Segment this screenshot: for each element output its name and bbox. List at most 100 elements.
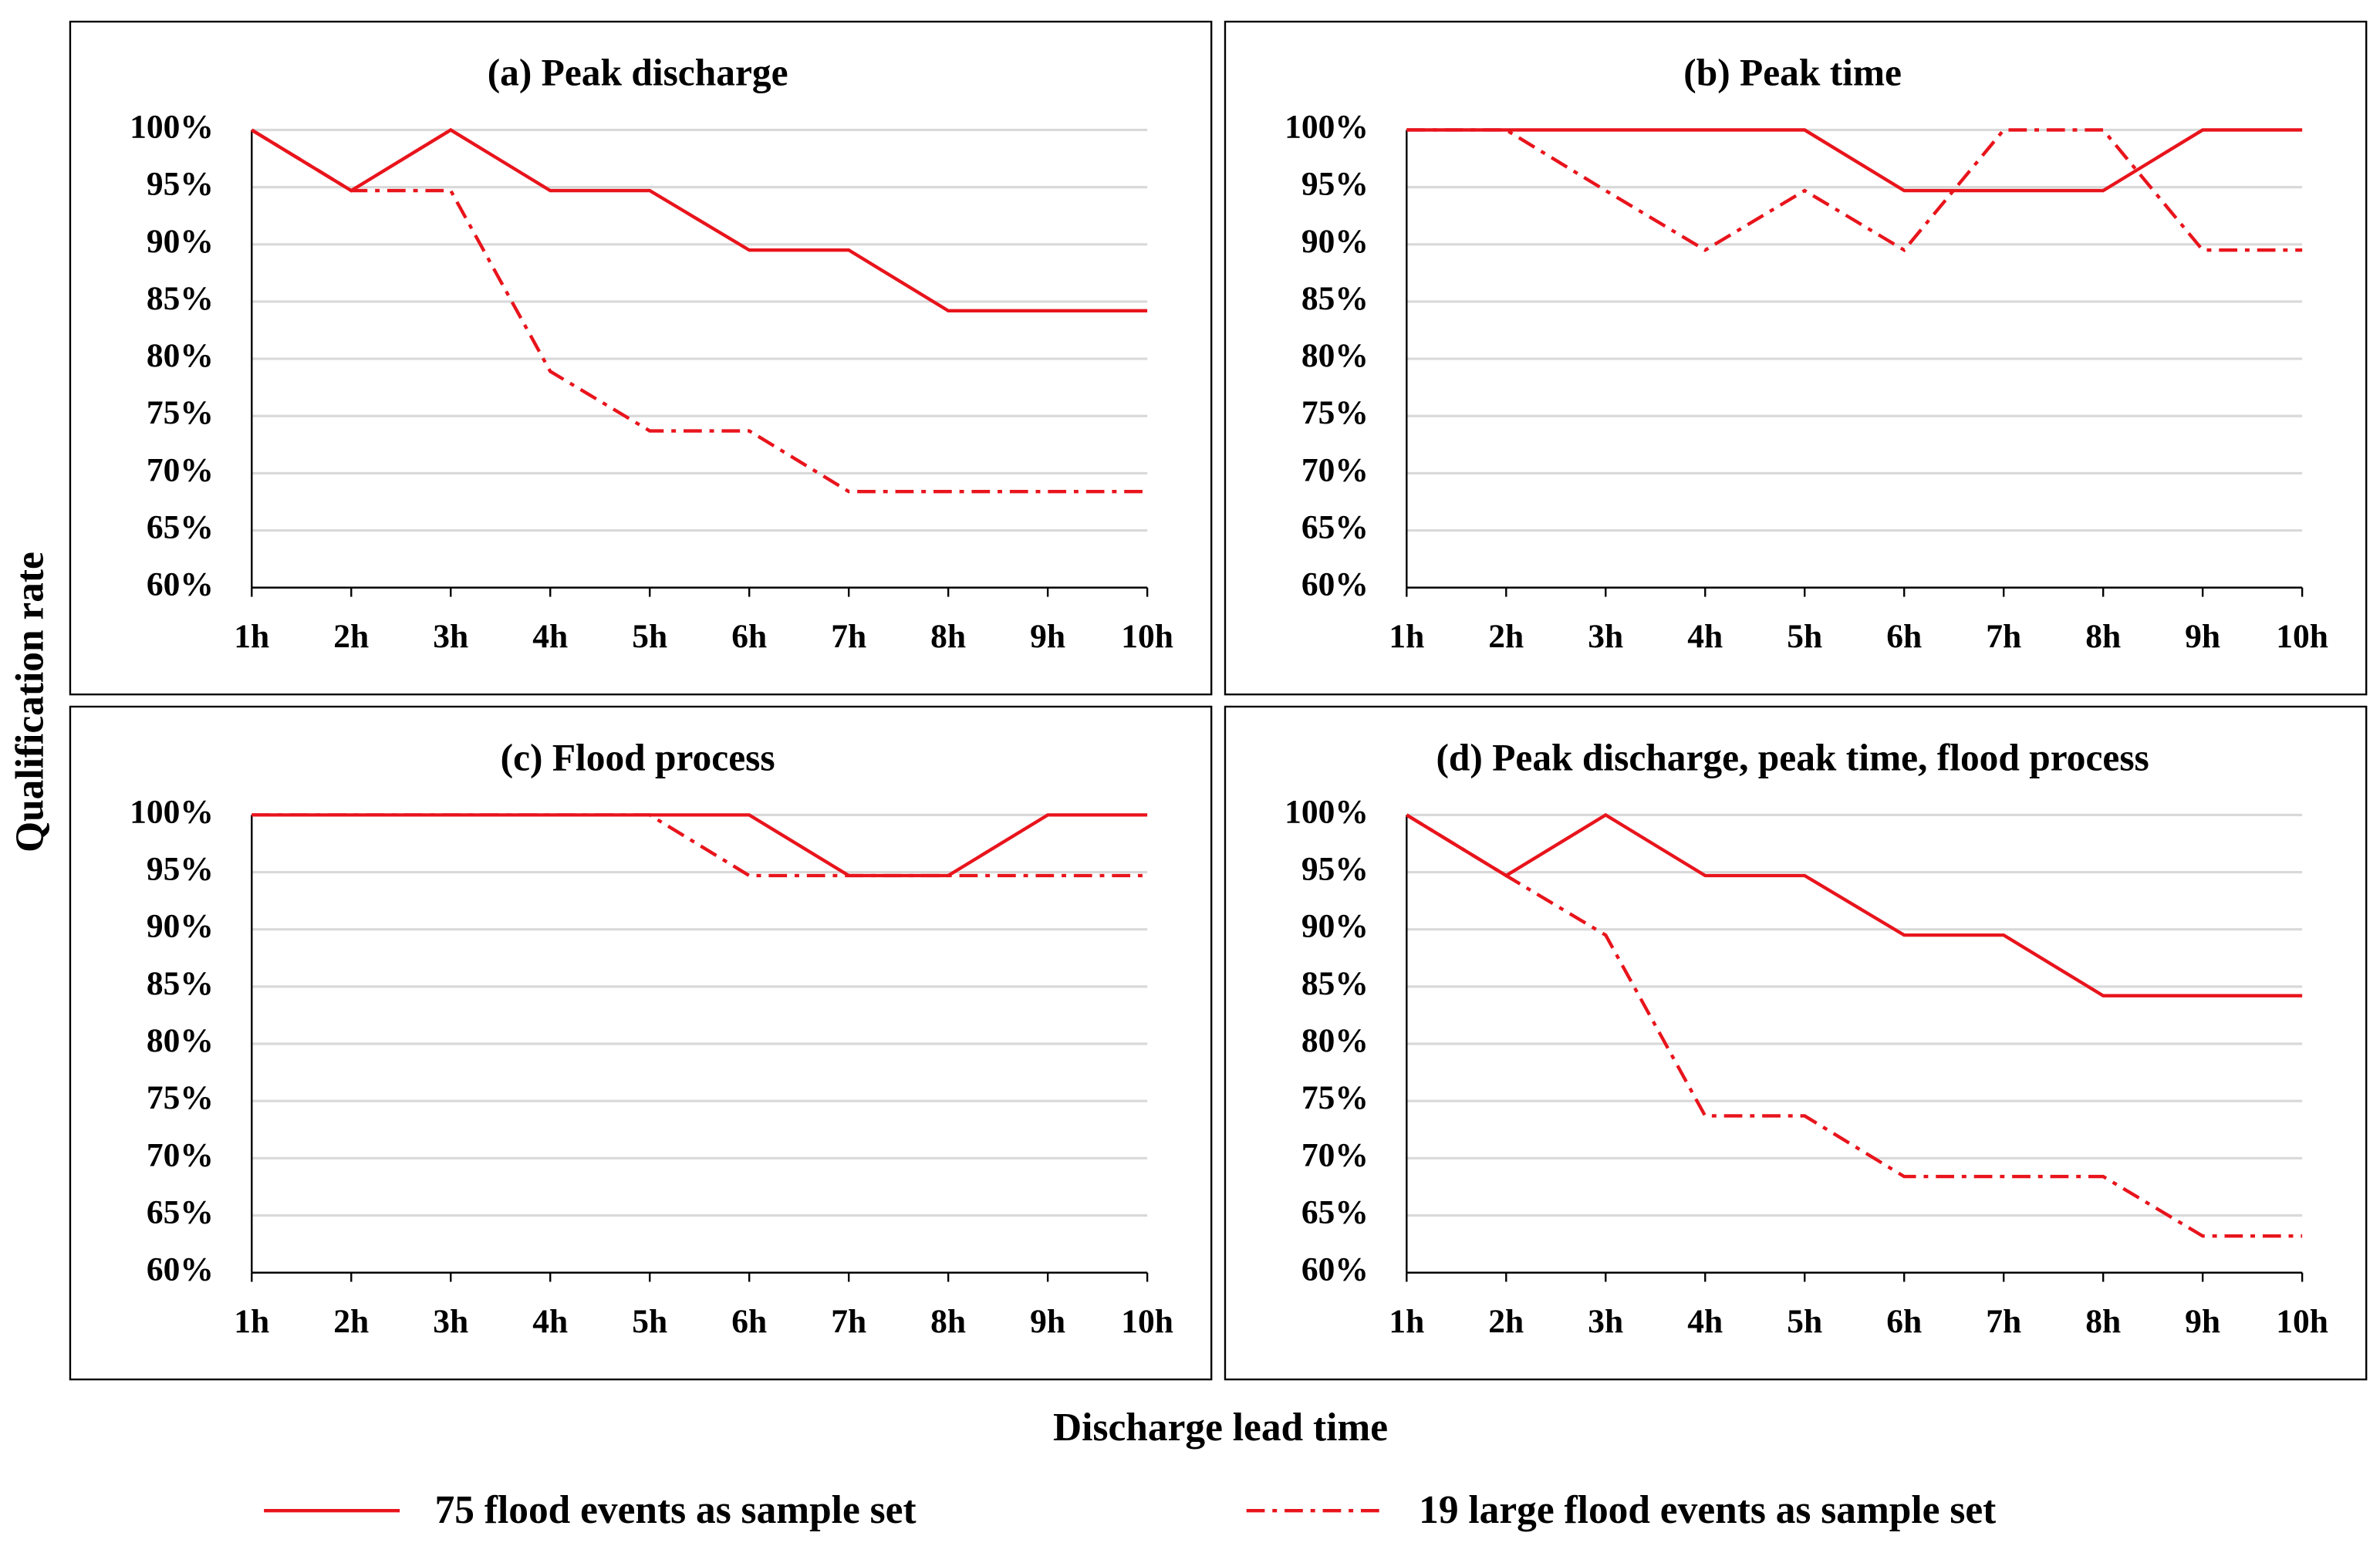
x-tick-label: 1h <box>1389 618 1424 655</box>
y-tick-label: 100% <box>130 108 214 145</box>
y-tick-label: 85% <box>1301 280 1369 317</box>
x-tick-label: 3h <box>1588 618 1623 655</box>
panel-border <box>69 20 1213 696</box>
y-tick-label: 70% <box>1301 451 1369 488</box>
x-tick-label: 9h <box>2185 618 2220 655</box>
series-line <box>252 813 1148 878</box>
chart-title: (d) Peak discharge, peak time, flood pro… <box>1436 737 2149 779</box>
x-tick-label: 7h <box>831 1303 866 1340</box>
chart-title: (c) Flood process <box>501 737 775 779</box>
series-line <box>251 127 1148 312</box>
panel: (b) Peak time 60% 65% 70% 75% 80% 85% 90% 95% 100… <box>1224 20 2368 696</box>
y-tick-label: 75% <box>147 1079 214 1116</box>
panel: (c) Flood process 60% 65% 70% 75% 80% 85% 90% 95… <box>69 705 1213 1381</box>
y-tick-label: 75% <box>1301 394 1369 431</box>
y-tick-label: 100% <box>130 793 214 830</box>
y-tick-label: 80% <box>1301 1022 1369 1059</box>
x-tick-label: 8h <box>930 1303 966 1340</box>
y-tick-label: 90% <box>147 223 214 260</box>
y-tick-label: 95% <box>1301 166 1369 203</box>
panel: (a) Peak discharge 60% 65% 70% 75% 80% 85% 90% 9… <box>69 20 1213 696</box>
series-line <box>1406 128 2303 193</box>
y-tick-label: 60% <box>1301 566 1369 603</box>
series-line <box>252 813 1148 878</box>
x-tick-label: 4h <box>1687 1303 1723 1340</box>
x-tick-label: 4h <box>1687 618 1723 655</box>
y-tick-label: 70% <box>147 1136 214 1173</box>
x-tick-label: 2h <box>333 618 369 655</box>
y-tick-label: 95% <box>1301 851 1369 888</box>
x-tick-label: 3h <box>433 618 468 655</box>
y-tick-label: 100% <box>1285 793 1369 830</box>
x-tick-label: 5h <box>632 1303 667 1340</box>
x-tick-label: 7h <box>831 618 866 655</box>
x-tick-label: 1h <box>1389 1303 1424 1340</box>
x-tick-label: 9h <box>1030 618 1065 655</box>
chart-title: (b) Peak time <box>1683 52 1902 94</box>
y-tick-label: 60% <box>147 1251 214 1288</box>
y-tick-label: 85% <box>1301 965 1369 1002</box>
x-tick-label: 1h <box>234 618 269 655</box>
y-tick-label: 75% <box>1301 1079 1369 1116</box>
x-tick-label: 1h <box>234 1303 269 1340</box>
x-tick-label: 10h <box>1121 1303 1173 1340</box>
y-tick-label: 95% <box>147 851 214 888</box>
x-axis-title: Discharge lead time <box>1053 1406 1388 1450</box>
series-line <box>1406 813 2303 1238</box>
x-tick-label: 2h <box>1488 1303 1524 1340</box>
y-tick-label: 65% <box>147 1193 214 1230</box>
y-tick-label: 65% <box>147 509 214 546</box>
x-tick-label: 2h <box>1488 618 1524 655</box>
y-tick-label: 75% <box>147 394 214 431</box>
x-tick-label: 8h <box>2085 1303 2121 1340</box>
x-tick-label: 2h <box>333 1303 369 1340</box>
x-tick-label: 5h <box>632 618 667 655</box>
x-tick-label: 5h <box>1787 1303 1822 1340</box>
y-tick-label: 100% <box>1285 108 1369 145</box>
y-axis-title: Qualification rate <box>8 552 52 852</box>
y-tick-label: 90% <box>1301 908 1369 945</box>
x-tick-label: 10h <box>1121 618 1173 655</box>
x-tick-label: 6h <box>1886 1303 1922 1340</box>
x-tick-label: 7h <box>1986 1303 2021 1340</box>
y-tick-label: 60% <box>147 566 214 603</box>
series-line <box>1406 812 2303 997</box>
y-tick-label: 65% <box>1301 509 1369 546</box>
y-tick-label: 70% <box>1301 1136 1369 1173</box>
y-tick-label: 65% <box>1301 1193 1369 1230</box>
x-tick-label: 10h <box>2276 1303 2328 1340</box>
panel-border <box>1224 20 2368 696</box>
x-tick-label: 9h <box>1030 1303 1065 1340</box>
y-tick-label: 70% <box>147 451 214 488</box>
panel-border <box>1224 705 2368 1381</box>
x-tick-label: 8h <box>2085 618 2121 655</box>
y-tick-label: 60% <box>1301 1251 1369 1288</box>
y-tick-label: 80% <box>147 1022 214 1059</box>
panel-border <box>69 705 1213 1381</box>
x-tick-label: 3h <box>433 1303 468 1340</box>
y-tick-label: 80% <box>147 337 214 374</box>
y-tick-label: 85% <box>147 965 214 1002</box>
panel: (d) Peak discharge, peak time, flood pro… <box>1224 705 2368 1381</box>
x-tick-label: 5h <box>1787 618 1822 655</box>
x-tick-label: 8h <box>930 618 966 655</box>
series-line <box>251 128 1148 494</box>
x-tick-label: 7h <box>1986 618 2021 655</box>
x-tick-label: 10h <box>2276 618 2328 655</box>
x-tick-label: 4h <box>532 618 568 655</box>
legend-label: 75 flood events as sample set <box>435 1488 917 1532</box>
x-tick-label: 6h <box>731 618 767 655</box>
x-tick-label: 9h <box>2185 1303 2220 1340</box>
chart-title: (a) Peak discharge <box>488 52 788 94</box>
x-tick-label: 4h <box>532 1303 568 1340</box>
y-tick-label: 80% <box>1301 337 1369 374</box>
series-line <box>1406 128 2303 253</box>
x-tick-label: 6h <box>1886 618 1922 655</box>
y-tick-label: 95% <box>147 166 214 203</box>
x-tick-label: 3h <box>1588 1303 1623 1340</box>
y-tick-label: 85% <box>147 280 214 317</box>
legend-label: 19 large flood events as sample set <box>1419 1488 1996 1532</box>
x-tick-label: 6h <box>731 1303 767 1340</box>
